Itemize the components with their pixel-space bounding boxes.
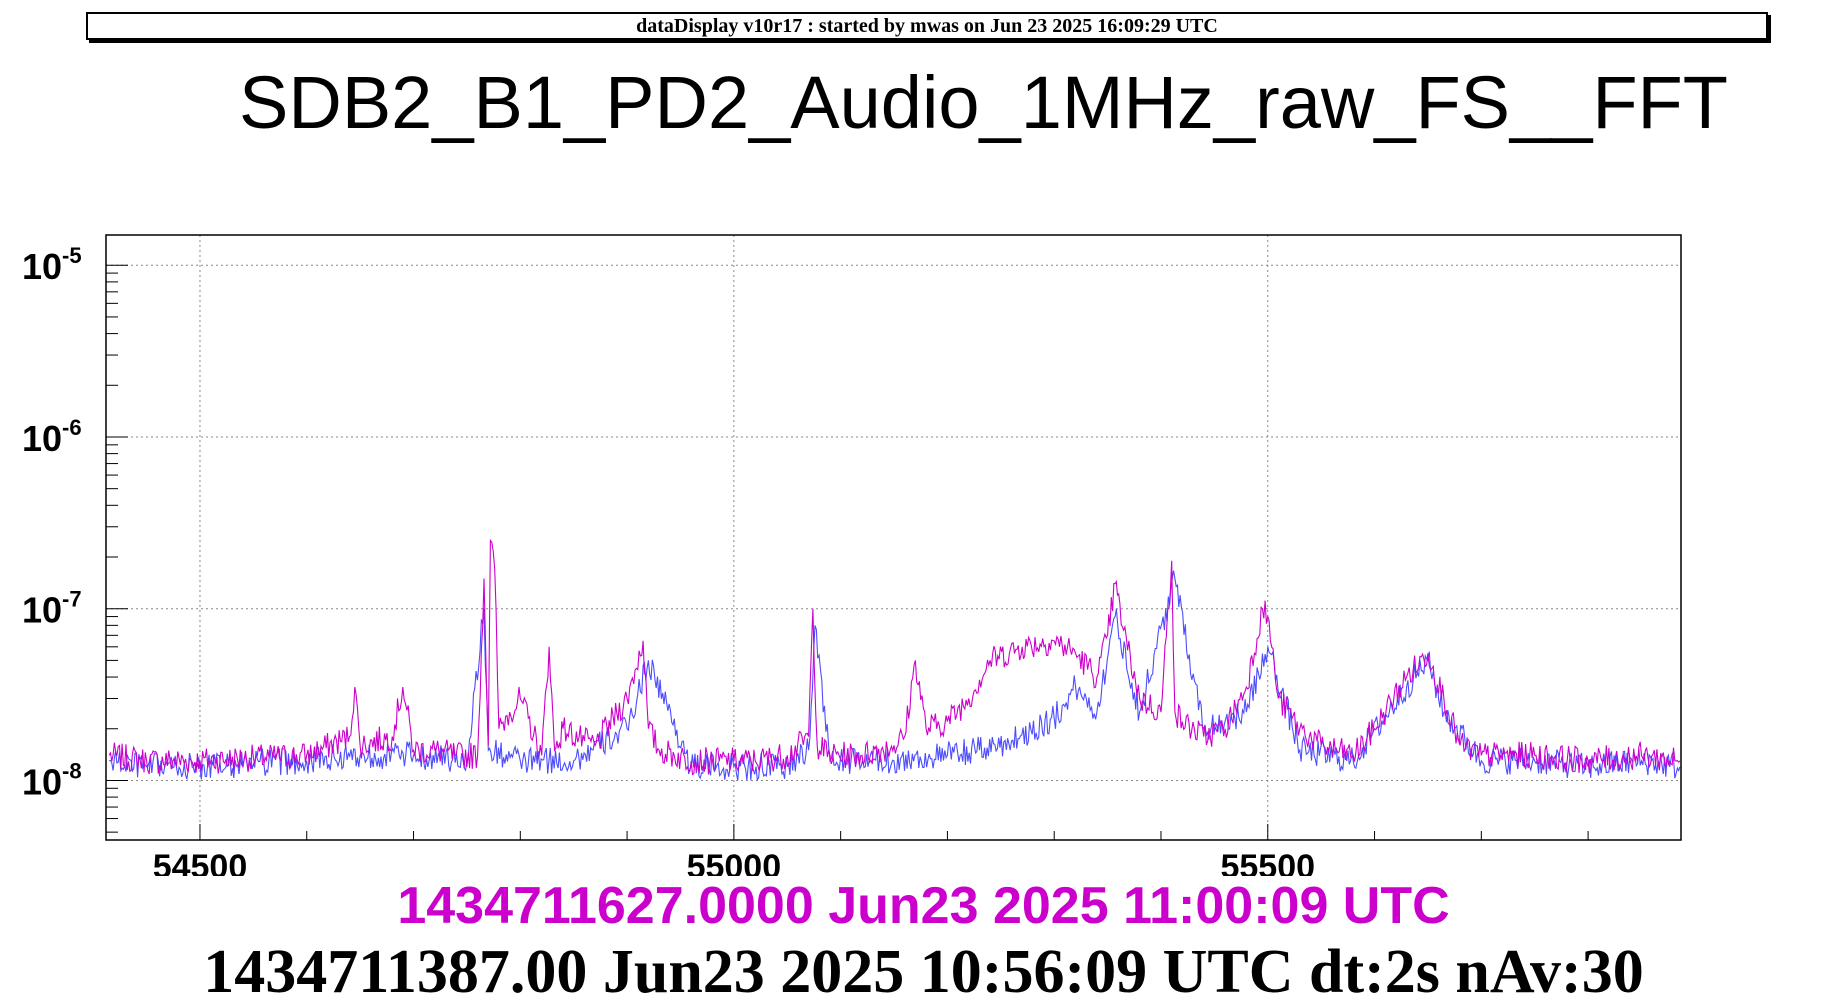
banner-text: dataDisplay v10r17 : started by mwas on … (636, 15, 1218, 37)
y-tick-label: 10-8 (22, 758, 82, 802)
y-tick-label: 10-6 (22, 415, 82, 459)
timestamp-reference: 1434711387.00 Jun23 2025 10:56:09 UTC dt… (203, 938, 1644, 1006)
x-tick-label: 55500 (1220, 848, 1315, 876)
fft-plot: 54500 55000 55500 10-8 10-7 10-6 10-5 (22, 234, 1682, 876)
x-tick-label: 54500 (153, 848, 248, 876)
y-tick-label: 10-7 (22, 587, 82, 631)
series-line-1 (108, 538, 1681, 776)
grid (106, 235, 1681, 840)
chart-title: SDB2_B1_PD2_Audio_1MHz_raw_FS__FFT (239, 61, 1728, 144)
y-tick-label: 10-5 (22, 243, 82, 287)
header-banner: dataDisplay v10r17 : started by mwas on … (86, 12, 1768, 40)
series-lines (108, 538, 1681, 782)
axis-ticks (106, 264, 1589, 840)
axis-labels: 54500 55000 55500 10-8 10-7 10-6 10-5 (22, 243, 1315, 876)
plot-frame (105, 234, 1682, 841)
timestamp-current: 1434711627.0000 Jun23 2025 11:00:09 UTC (397, 877, 1450, 935)
x-tick-label: 55000 (687, 848, 782, 876)
series-line-2 (108, 570, 1681, 782)
